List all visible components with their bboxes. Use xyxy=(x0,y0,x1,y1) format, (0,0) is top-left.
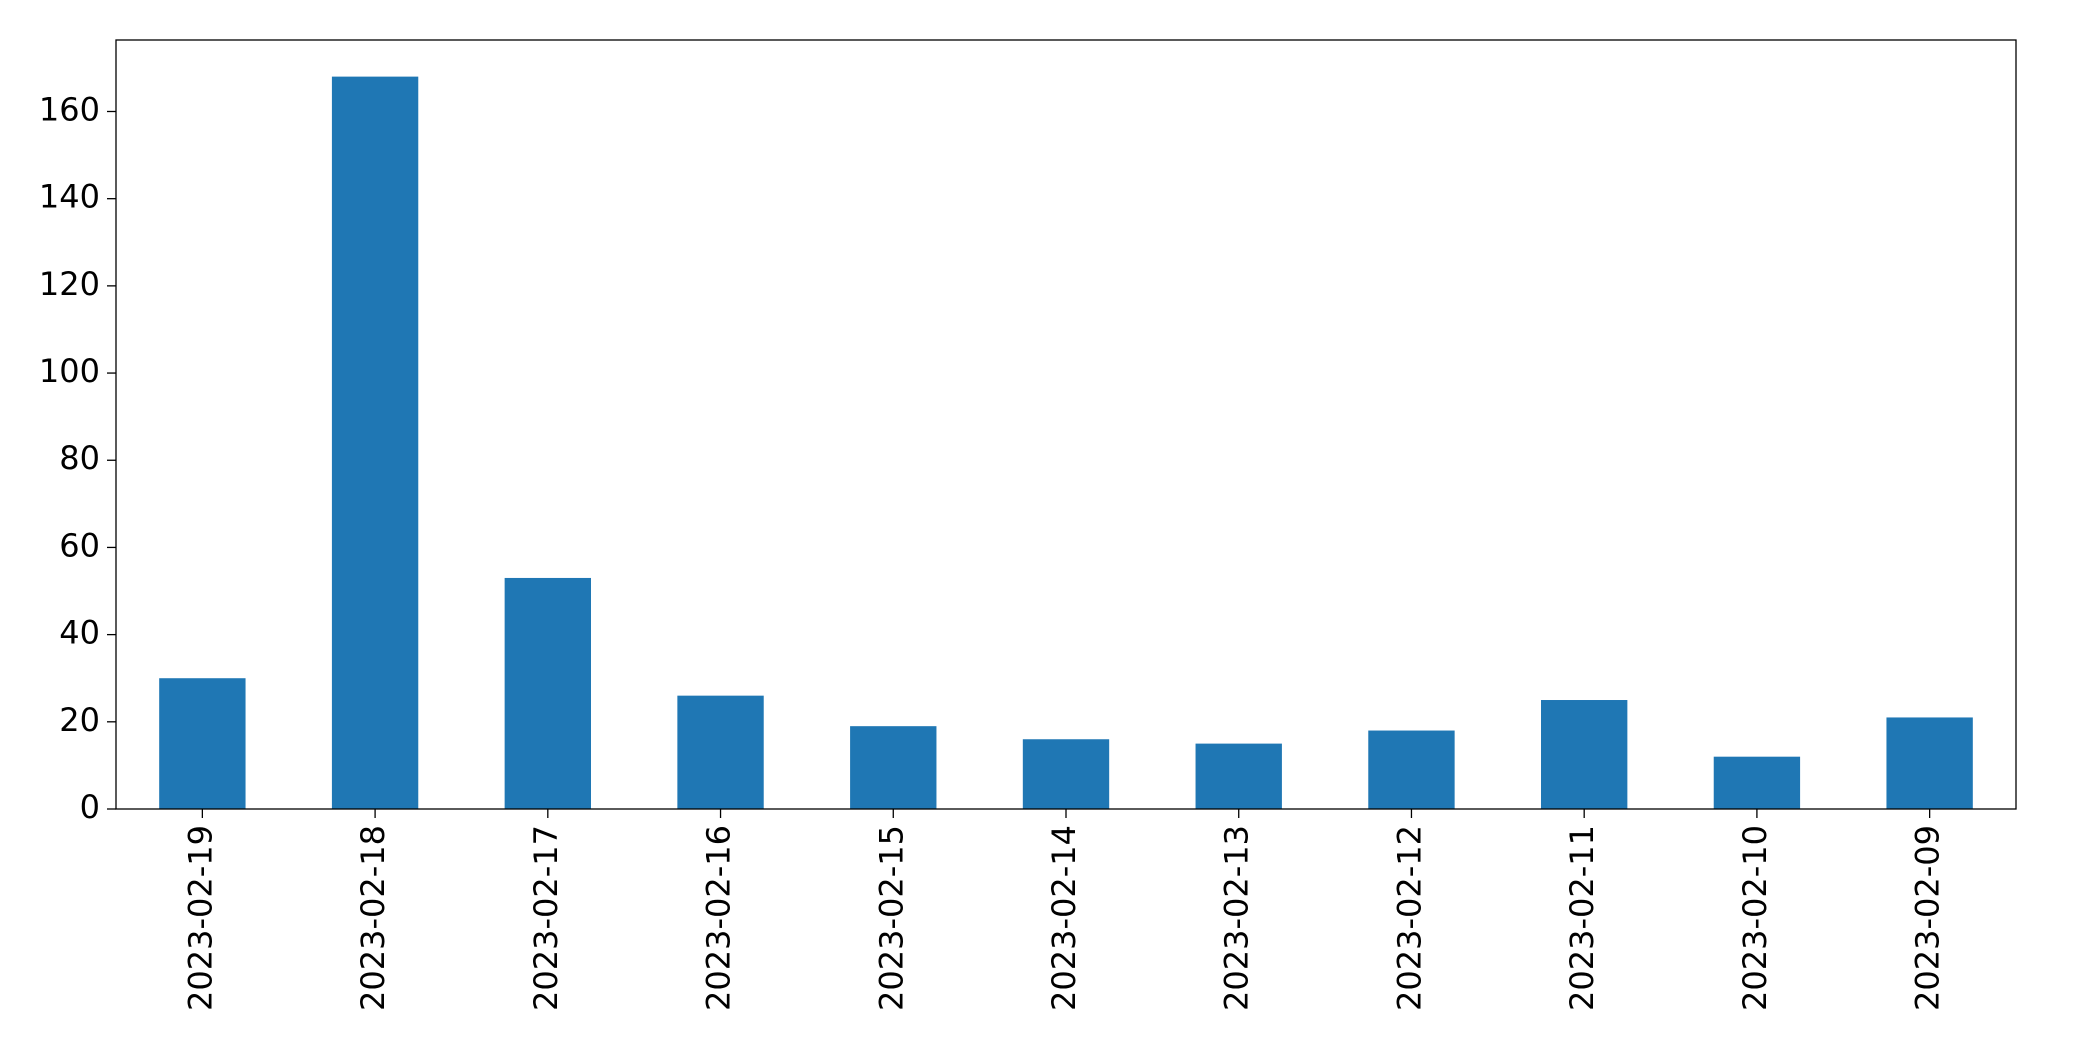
bar xyxy=(1368,730,1455,809)
bar xyxy=(677,695,764,809)
y-tick-label: 20 xyxy=(59,701,100,739)
x-tick-label: 2023-02-16 xyxy=(700,825,738,1011)
y-tick-label: 140 xyxy=(39,178,100,216)
y-tick-label: 0 xyxy=(80,788,100,826)
y-tick-label: 80 xyxy=(59,439,100,477)
bar xyxy=(850,726,937,809)
x-tick-label: 2023-02-15 xyxy=(872,825,910,1011)
bar xyxy=(1886,717,1973,809)
y-tick-label: 40 xyxy=(59,614,100,652)
x-tick-label: 2023-02-17 xyxy=(527,825,565,1011)
x-tick-label: 2023-02-12 xyxy=(1390,825,1428,1011)
x-tick-label: 2023-02-14 xyxy=(1045,825,1083,1011)
x-tick-label: 2023-02-09 xyxy=(1909,825,1947,1011)
y-tick-label: 60 xyxy=(59,526,100,564)
bar xyxy=(504,577,591,809)
bar xyxy=(1195,743,1282,809)
y-tick-label: 160 xyxy=(39,90,100,128)
bar xyxy=(1022,739,1110,809)
x-tick-label: 2023-02-19 xyxy=(181,825,219,1011)
bar xyxy=(1541,700,1628,809)
bar xyxy=(1713,756,1801,809)
bar xyxy=(159,678,246,809)
x-tick-label: 2023-02-18 xyxy=(354,825,392,1011)
x-tick-label: 2023-02-13 xyxy=(1218,825,1256,1011)
x-tick-label: 2023-02-11 xyxy=(1563,825,1601,1011)
plot-frame xyxy=(115,39,2017,810)
x-tick-label: 2023-02-10 xyxy=(1736,825,1774,1011)
bar xyxy=(331,76,419,810)
y-tick-label: 100 xyxy=(39,352,100,390)
y-tick-label: 120 xyxy=(39,265,100,303)
